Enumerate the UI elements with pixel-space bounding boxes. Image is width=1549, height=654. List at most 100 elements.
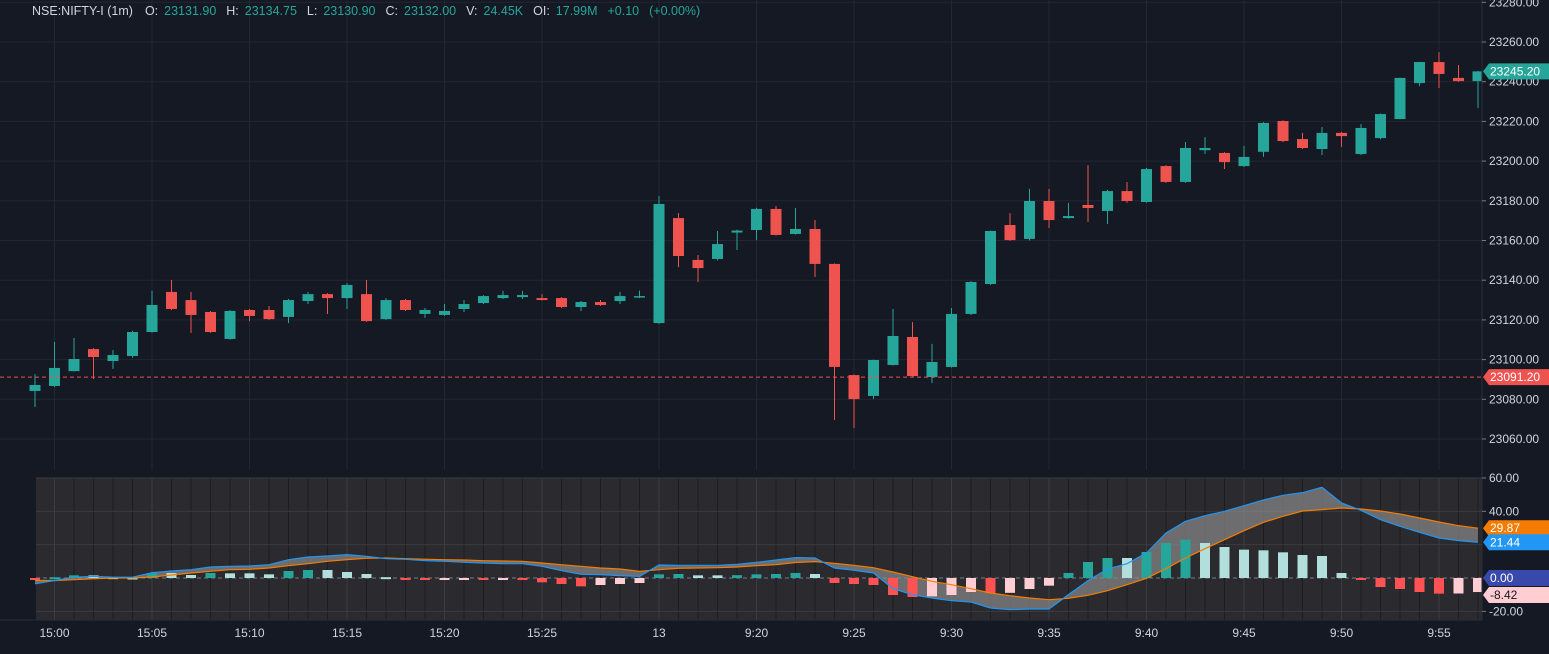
candle [1258, 121, 1269, 157]
candle [1063, 202, 1074, 219]
histogram-bar [576, 578, 586, 587]
candle [1043, 188, 1055, 228]
histogram-bar [225, 573, 235, 578]
candle [926, 343, 938, 384]
price-axis-background [1482, 0, 1549, 654]
candle [1453, 65, 1464, 82]
candle-body [224, 310, 236, 339]
price-axis-label: 23140.00 [1489, 273, 1539, 287]
candle [1355, 123, 1367, 156]
candle [1219, 152, 1230, 170]
candle [400, 299, 411, 311]
price-axis-label: 23280.00 [1489, 0, 1539, 9]
candle-body [731, 230, 743, 233]
candle-body [68, 359, 80, 372]
candle-body [107, 355, 119, 361]
candle [556, 297, 567, 308]
candle [29, 374, 41, 408]
candle-body [166, 291, 177, 309]
candle [1472, 70, 1484, 109]
macd-pane[interactable] [0, 470, 1483, 622]
candle [497, 290, 509, 300]
histogram-bar [654, 574, 664, 578]
symbol-label[interactable]: NSE:NIFTY-I (1m) [32, 4, 133, 18]
candle-body [1355, 127, 1367, 154]
histogram-bar [517, 578, 528, 580]
close-value: 23132.00 [404, 4, 457, 18]
price-axis[interactable]: 23060.00 23080.00 23100.00 23120.00 23140.00… [1481, 0, 1549, 654]
histogram-bar [849, 578, 859, 585]
candle [634, 290, 645, 299]
candle-body [1472, 71, 1484, 82]
candle-body [614, 296, 626, 302]
histogram-bar [1336, 572, 1347, 578]
histogram-bar [30, 578, 40, 580]
candle-body [1238, 156, 1250, 167]
candle-body [127, 332, 138, 357]
candle [283, 299, 294, 324]
histogram-bar [712, 575, 723, 578]
histogram-bar [1414, 578, 1425, 593]
candle-body [1180, 147, 1191, 182]
candle [1277, 120, 1289, 143]
candle [458, 300, 470, 312]
volume-value: 24.45K [483, 4, 524, 18]
zero-value-tag-text: 0.00 [1490, 571, 1514, 585]
candle-body [263, 309, 275, 320]
time-axis-label: 9:45 [1232, 626, 1256, 640]
candle [1336, 131, 1347, 148]
candle-body [790, 228, 801, 234]
candle-body [322, 294, 333, 299]
candle-body [907, 336, 918, 377]
histogram-bar [693, 575, 703, 578]
histogram-bar [49, 577, 60, 580]
histogram-bar [1161, 542, 1171, 578]
oi-value: 17.99M [555, 4, 598, 18]
candle [166, 280, 177, 310]
candle-body [926, 361, 938, 378]
candle [88, 348, 99, 380]
candle-body [1277, 121, 1289, 142]
candle [770, 205, 782, 236]
candle-body [809, 228, 821, 264]
price-axis-label: 23060.00 [1489, 432, 1539, 446]
candle-body [770, 208, 782, 235]
candle [848, 374, 860, 429]
low-value: 23130.90 [323, 4, 376, 18]
histogram-bar [732, 575, 742, 578]
histogram-bar [322, 569, 333, 578]
candle [302, 291, 314, 305]
candle-body [712, 244, 723, 259]
candle [868, 359, 879, 400]
histogram-bar [381, 577, 391, 580]
candles [29, 52, 1484, 429]
candle [692, 254, 704, 282]
close-label: C: [385, 4, 399, 18]
histogram-bar [244, 573, 255, 578]
candle [478, 295, 489, 305]
candle-body [1141, 169, 1152, 202]
histogram-bar [1297, 554, 1308, 578]
candle-body [692, 259, 704, 269]
candle [68, 337, 80, 372]
candle-body [595, 302, 606, 306]
candle [1297, 132, 1308, 149]
candle-body [341, 284, 353, 299]
candle-body [302, 294, 314, 302]
reference-price-tag: 23091.20 [1483, 369, 1549, 386]
histogram-value-tag-shape [1483, 587, 1549, 604]
histogram-value-tag: -8.42 [1483, 587, 1549, 604]
histogram-bar [634, 578, 645, 584]
zero-value-tag: 0.00 [1483, 570, 1549, 586]
candle-body [1121, 191, 1133, 201]
candle [946, 307, 957, 368]
candle-body [49, 367, 60, 387]
signal-value-tag-text: 29.87 [1490, 521, 1520, 535]
histogram-bar [1219, 546, 1230, 578]
time-axis-label: 15:10 [234, 626, 264, 640]
price-axis-label: 23120.00 [1489, 313, 1539, 327]
time-axis[interactable]: 15:00 15:05 15:10 15:15 15:20 15:25 13 9:20 9:25… [0, 619, 1482, 640]
candle-body [1433, 62, 1445, 74]
